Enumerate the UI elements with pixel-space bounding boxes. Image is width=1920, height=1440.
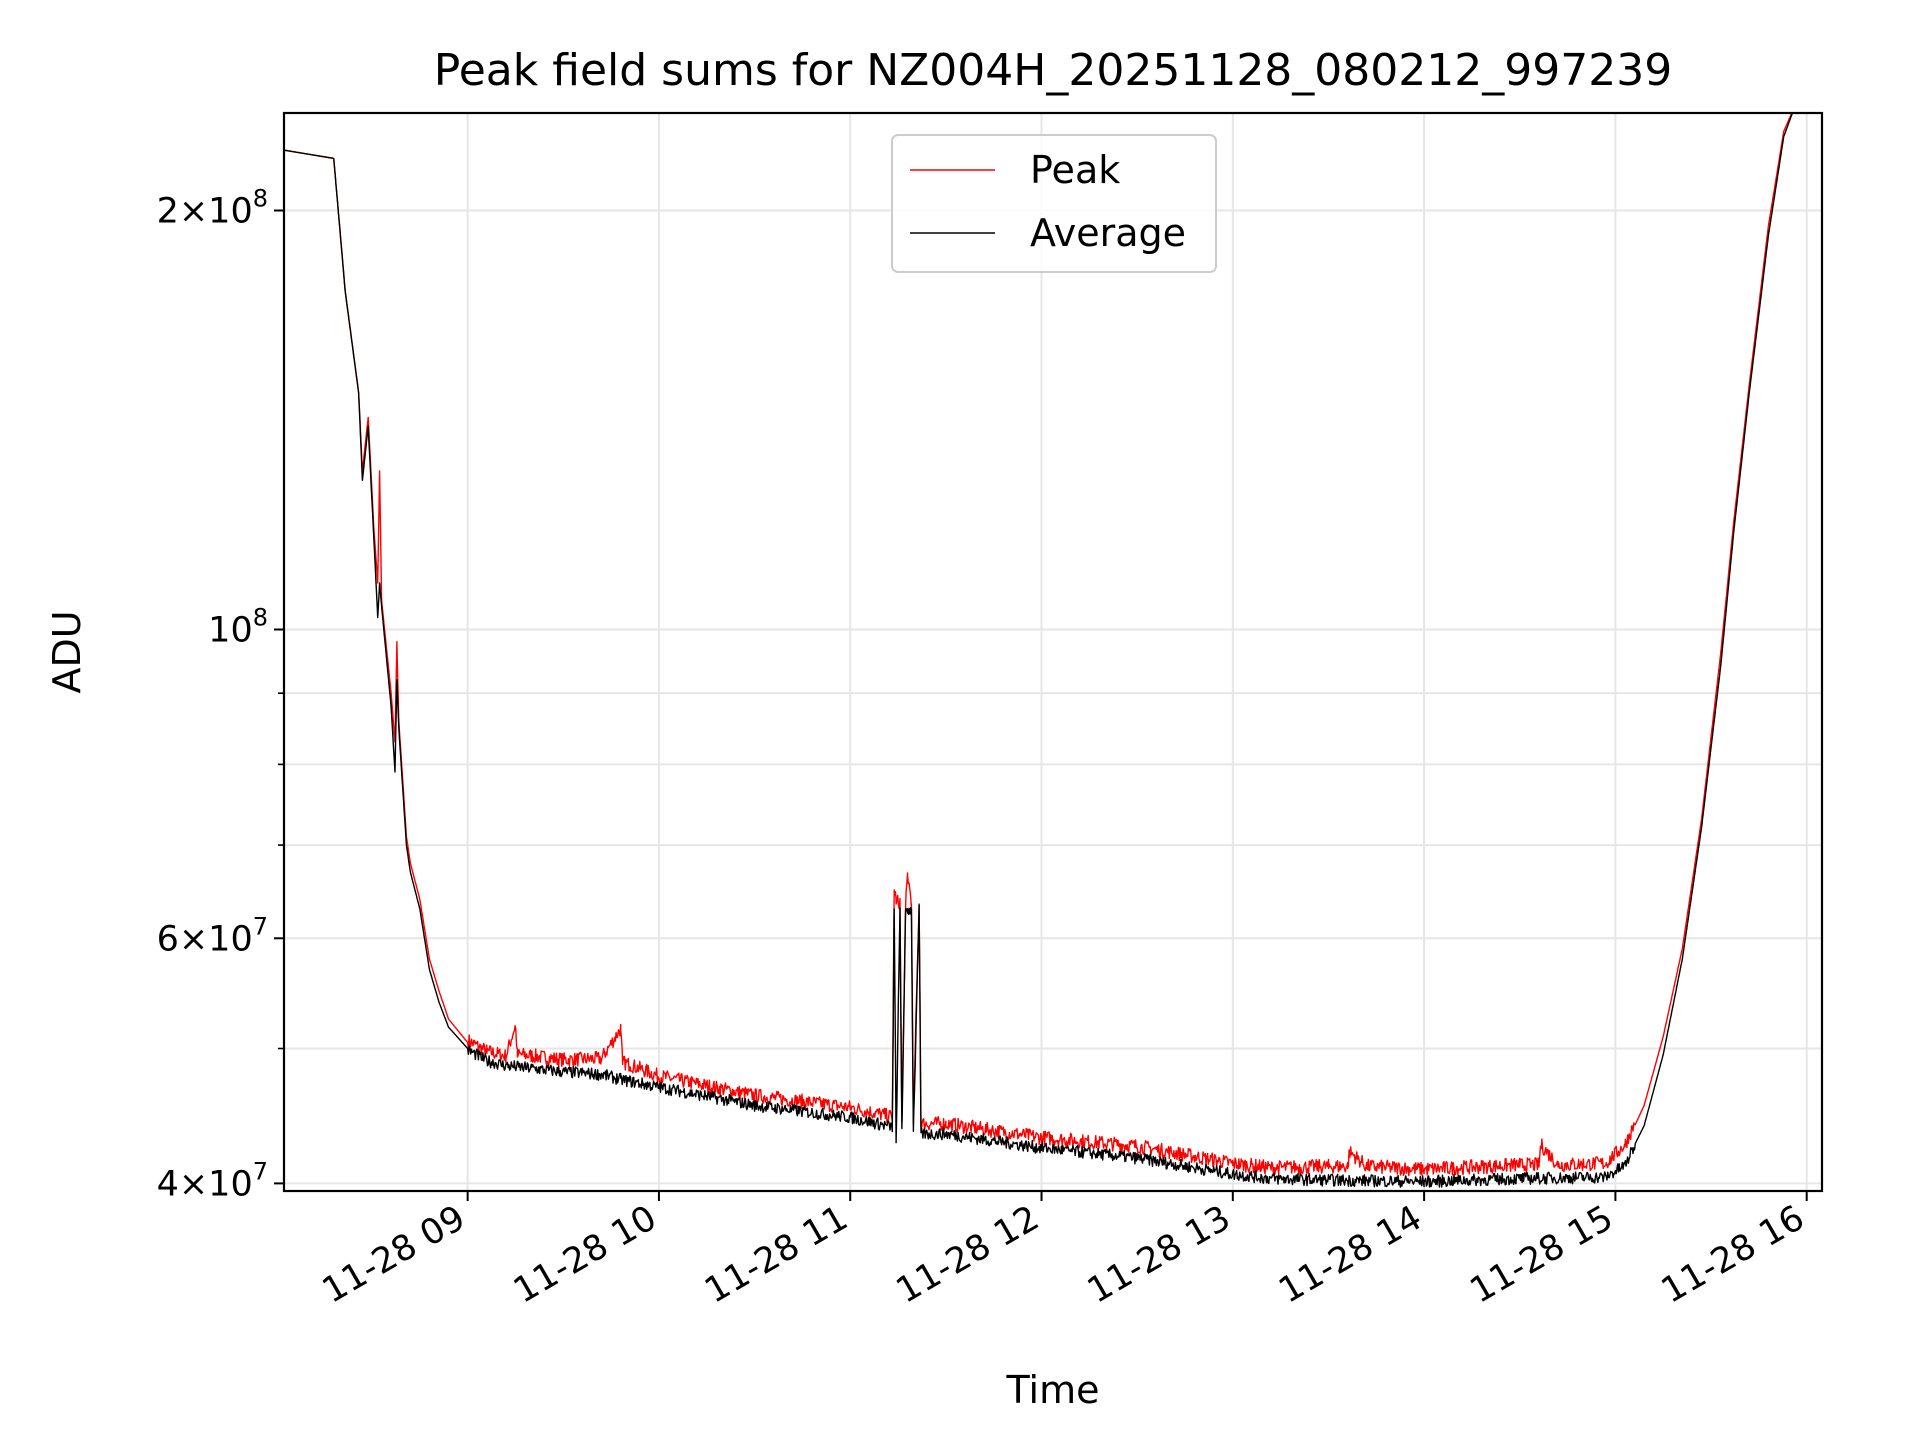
y-tick-exponent: 7 bbox=[253, 1157, 268, 1185]
legend: Peak Average bbox=[891, 134, 1217, 273]
series-layer bbox=[284, 113, 1794, 1188]
y-tick-times: ×10 bbox=[179, 1164, 253, 1204]
y-tick-mantissa: 6 bbox=[157, 919, 179, 959]
y-tick-label: 108 bbox=[208, 603, 268, 650]
x-axis-label: Time bbox=[1006, 1368, 1100, 1412]
grid bbox=[284, 113, 1822, 1191]
y-tick-exponent: 8 bbox=[253, 184, 268, 212]
y-tick-exponent: 8 bbox=[253, 603, 268, 631]
chart-title: Peak field sums for NZ004H_20251128_0802… bbox=[434, 45, 1672, 96]
plot-frame bbox=[282, 111, 1824, 1193]
y-axis-label: ADU bbox=[45, 610, 89, 693]
y-tick-exponent: 7 bbox=[253, 912, 268, 940]
y-tick-label: 2×108 bbox=[157, 184, 268, 231]
y-tick-times: ×10 bbox=[179, 191, 253, 231]
y-tick-label: 4×107 bbox=[157, 1157, 268, 1204]
series-line-average bbox=[284, 113, 1794, 1188]
y-tick-label: 6×107 bbox=[157, 912, 268, 959]
series-line-peak bbox=[284, 113, 1793, 1177]
y-tick-mantissa: 4 bbox=[157, 1164, 179, 1204]
y-tick-base: 10 bbox=[208, 610, 253, 650]
y-tick-mantissa: 2 bbox=[157, 191, 179, 231]
legend-average-label: Average bbox=[1030, 211, 1186, 255]
y-tick-times: ×10 bbox=[179, 919, 253, 959]
legend-peak-label: Peak bbox=[1030, 148, 1120, 192]
